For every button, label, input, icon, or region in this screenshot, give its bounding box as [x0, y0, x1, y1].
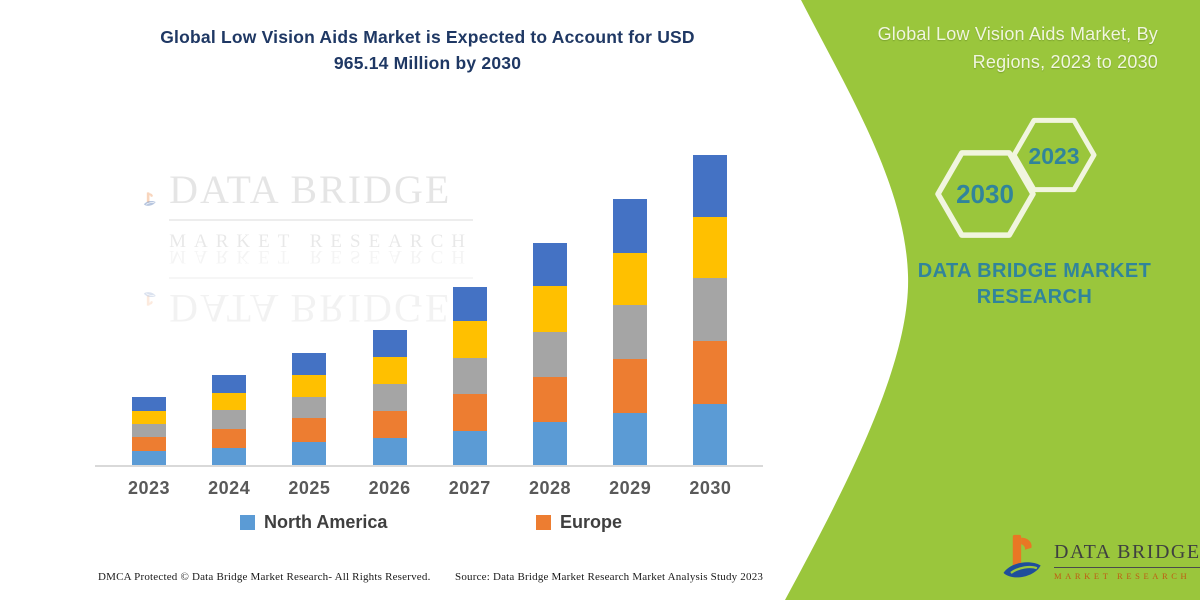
chart-title: Global Low Vision Aids Market is Expecte… — [95, 24, 760, 76]
bar-segment — [613, 199, 648, 253]
bar-segment — [372, 411, 407, 438]
bar-segment — [212, 375, 247, 393]
bar-segment — [693, 404, 728, 465]
x-axis-label-2030: 2030 — [689, 478, 732, 498]
legend-label: North America — [264, 512, 388, 532]
bar-segment — [613, 253, 648, 305]
bar-segment — [292, 442, 327, 465]
legend-item-europe: Europe — [536, 512, 622, 533]
bar-segment — [452, 431, 487, 465]
bar-segment — [452, 321, 487, 358]
dbmr-wordmark-line1: DATA BRIDGE MARKET — [917, 260, 1152, 282]
data-bridge-logo-text: DATA BRIDGE MARKET RESEARCH — [1054, 541, 1200, 581]
bar-segment — [212, 393, 247, 410]
x-axis-label-2027: 2027 — [448, 478, 491, 498]
logo-divider — [1054, 567, 1200, 568]
x-axis-label-2026: 2026 — [368, 478, 411, 498]
bar-segment — [452, 287, 487, 321]
bar-segment — [533, 377, 567, 422]
bar-segment — [693, 217, 728, 278]
legend-item-north-america: North America — [240, 512, 387, 533]
chart-title-line1: Global Low Vision Aids Market is Expecte… — [160, 27, 695, 47]
bar-2026 — [372, 330, 407, 465]
bar-segment — [372, 438, 407, 465]
watermark-divider — [169, 219, 473, 221]
chart-title-line2: 965.14 Million by 2030 — [333, 53, 522, 73]
bar-segment — [533, 422, 567, 465]
bar-segment — [132, 411, 166, 424]
data-bridge-logo-icon — [1003, 534, 1041, 578]
legend-label: Europe — [560, 512, 623, 532]
bar-2030 — [693, 155, 728, 465]
bar-segment — [613, 413, 648, 465]
bar-segment — [372, 330, 407, 357]
bar-segment — [693, 155, 728, 217]
bar-segment — [693, 278, 728, 341]
x-axis-label-2024: 2024 — [208, 478, 251, 498]
bar-2029 — [613, 199, 648, 465]
legend-swatch — [536, 515, 551, 530]
dbmr-wordmark-line2: RESEARCH — [976, 286, 1093, 308]
bar-segment — [292, 397, 327, 418]
data-bridge-watermark-logo-reflection-icon — [143, 292, 156, 306]
hexagon-2023-icon — [1011, 117, 1097, 193]
bar-segment — [132, 397, 166, 411]
logo-brand-text: DATA BRIDGE — [1054, 541, 1200, 563]
data-bridge-logo: DATA BRIDGE MARKET RESEARCH — [1000, 533, 1200, 585]
watermark-reflection: DATA BRIDGE MARKET RESEARCH — [143, 245, 473, 350]
hexagon-year-2030-label: 2030 — [956, 179, 1014, 209]
bar-segment — [292, 418, 327, 442]
bar-segment — [132, 437, 166, 451]
bar-2025 — [292, 353, 327, 465]
watermark: DATA BRIDGE MARKET RESEARCH DATA BRIDGE … — [143, 148, 473, 350]
logo-sub-text: MARKET RESEARCH — [1054, 571, 1191, 581]
year-hexagons: 2030 2023 — [935, 117, 1097, 238]
bar-segment — [292, 353, 327, 375]
bar-2023 — [132, 397, 166, 465]
dbmr-wordmark: DATA BRIDGE MARKET RESEARCH — [912, 258, 1157, 310]
bar-segment — [693, 341, 728, 404]
watermark-main: DATA BRIDGE MARKET RESEARCH — [143, 148, 473, 253]
bar-segment — [452, 358, 487, 394]
bar-segment — [212, 448, 247, 465]
hexagon-2030-icon — [935, 150, 1036, 238]
bar-segment — [613, 305, 648, 359]
right-panel-title-line2: Regions, 2023 to 2030 — [972, 52, 1158, 72]
data-bridge-watermark-logo-icon — [143, 192, 156, 206]
x-axis-label-2025: 2025 — [288, 478, 331, 498]
bar-segment — [132, 424, 166, 437]
right-panel-title-line1: Global Low Vision Aids Market, By — [877, 24, 1158, 44]
bar-segment — [533, 243, 567, 286]
right-panel-title: Global Low Vision Aids Market, By Region… — [828, 20, 1158, 76]
bar-segment — [372, 357, 407, 384]
x-axis-label-2029: 2029 — [609, 478, 652, 498]
bar-segment — [212, 410, 247, 429]
bar-segment — [292, 375, 327, 397]
bar-segment — [533, 332, 567, 377]
bar-segment — [132, 451, 166, 465]
watermark-brand-text: DATA BRIDGE — [169, 167, 452, 212]
bar-segment — [452, 394, 487, 431]
bar-2024 — [212, 375, 247, 465]
bar-segment — [533, 286, 567, 332]
bar-2028 — [533, 243, 567, 465]
dmca-protected-text: DMCA Protected © Data Bridge Market Rese… — [98, 571, 431, 583]
bar-2027 — [452, 287, 487, 465]
x-axis-label-2028: 2028 — [528, 478, 572, 498]
bar-segment — [372, 384, 407, 411]
watermark-sub-text: MARKET RESEARCH — [169, 231, 473, 252]
hexagon-year-2023-label: 2023 — [1028, 143, 1079, 169]
source-text: Source: Data Bridge Market Research Mark… — [455, 571, 764, 583]
bar-segment — [613, 359, 648, 413]
bar-segment — [212, 429, 247, 448]
watermark-text: DATA BRIDGE MARKET RESEARCH — [169, 166, 473, 253]
legend-swatch — [240, 515, 255, 530]
watermark-reflection-text: DATA BRIDGE MARKET RESEARCH — [169, 246, 473, 331]
x-axis-label-2023: 2023 — [127, 478, 171, 498]
x-axis-line — [95, 465, 763, 467]
